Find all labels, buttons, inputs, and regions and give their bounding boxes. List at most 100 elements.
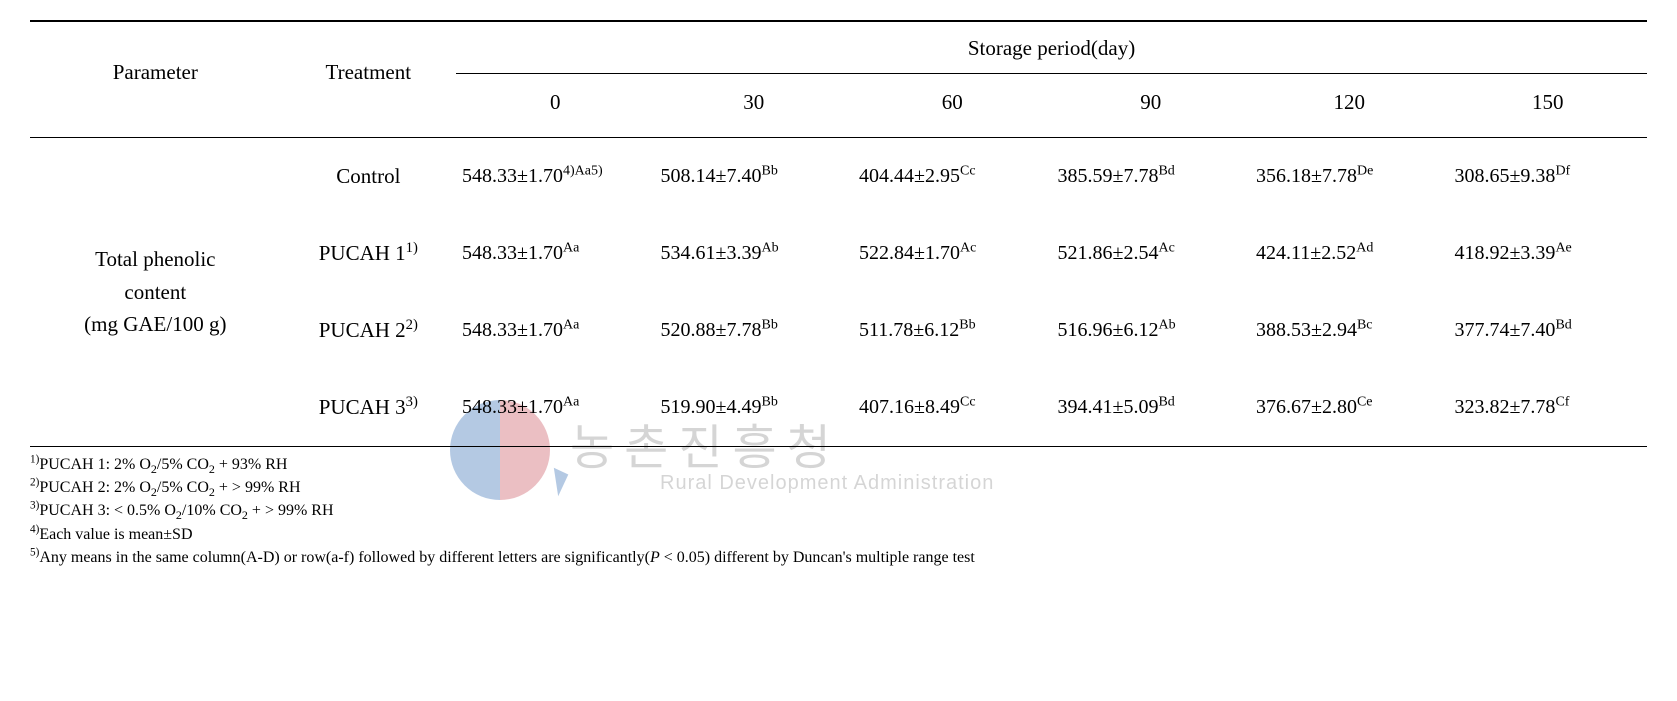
cell-value: 376.67±2.80 (1256, 396, 1357, 418)
footnote-text: Any means in the same column(A-D) or row… (39, 549, 650, 566)
cell-sup: 4)Aa5) (563, 163, 603, 178)
footnote-text: Each value is mean±SD (39, 526, 192, 543)
table-container: 농촌진흥청 Rural Development Administration P… (30, 20, 1647, 569)
value-cell: 424.11±2.52Ad (1250, 215, 1448, 292)
value-cell: 377.74±7.40Bd (1448, 292, 1647, 369)
footnote-text: PUCAH 1: 2% O (39, 456, 151, 473)
footnote-text: + 93% RH (215, 456, 288, 473)
treatment-label: Control (336, 164, 400, 188)
cell-value: 520.88±7.78 (661, 319, 762, 341)
treatment-cell: PUCAH 22) (281, 292, 456, 369)
cell-sup: Ae (1555, 240, 1571, 255)
cell-value: 356.18±7.78 (1256, 165, 1357, 187)
value-cell: 407.16±8.49Cc (853, 369, 1051, 447)
cell-value: 385.59±7.78 (1057, 165, 1158, 187)
cell-value: 377.74±7.40 (1454, 319, 1555, 341)
treatment-sup: 3) (406, 394, 418, 410)
value-cell: 519.90±4.49Bb (655, 369, 853, 447)
cell-sup: Ce (1357, 394, 1373, 409)
footnote-3: 3)PUCAH 3: < 0.5% O2/10% CO2 + > 99% RH (30, 499, 1647, 522)
header-day-150: 150 (1448, 74, 1647, 138)
footnote-text: + > 99% RH (248, 502, 334, 519)
treatment-label: PUCAH 2 (319, 318, 406, 342)
cell-sup: Bb (762, 317, 778, 332)
header-day-90: 90 (1051, 74, 1249, 138)
footnote-italic-p: P (650, 549, 660, 566)
footnote-text: < 0.05) different by Duncan's multiple r… (660, 549, 975, 566)
treatment-cell: PUCAH 11) (281, 215, 456, 292)
cell-sup: Aa (563, 394, 579, 409)
cell-value: 548.33±1.70 (462, 165, 563, 187)
header-parameter: Parameter (30, 21, 281, 138)
data-table: Parameter Treatment Storage period(day) … (30, 20, 1647, 447)
treatment-cell: Control (281, 138, 456, 216)
footnote-text: PUCAH 2: 2% O (39, 479, 151, 496)
value-cell: 388.53±2.94Bc (1250, 292, 1448, 369)
value-cell: 323.82±7.78Cf (1448, 369, 1647, 447)
cell-sup: Bd (1158, 394, 1174, 409)
cell-sup: Ab (762, 240, 779, 255)
footnote-text: PUCAH 3: < 0.5% O (39, 502, 176, 519)
value-cell: 508.14±7.40Bb (655, 138, 853, 216)
cell-value: 424.11±2.52 (1256, 242, 1356, 264)
footnote-text: /5% CO (157, 456, 209, 473)
parameter-line1: Total phenolic (95, 247, 215, 271)
treatment-label: PUCAH 1 (319, 241, 406, 265)
footnote-4: 4)Each value is mean±SD (30, 523, 1647, 546)
cell-value: 418.92±3.39 (1454, 242, 1555, 264)
value-cell: 418.92±3.39Ae (1448, 215, 1647, 292)
cell-sup: Bb (762, 163, 778, 178)
cell-value: 534.61±3.39 (661, 242, 762, 264)
cell-sup: De (1357, 163, 1373, 178)
value-cell: 356.18±7.78De (1250, 138, 1448, 216)
cell-sup: Ac (960, 240, 976, 255)
parameter-cell: Total phenolic content (mg GAE/100 g) (30, 138, 281, 447)
cell-sup: Ab (1158, 317, 1175, 332)
header-treatment: Treatment (281, 21, 456, 138)
header-day-30: 30 (655, 74, 853, 138)
value-cell: 548.33±1.70Aa (456, 369, 654, 447)
treatment-cell: PUCAH 33) (281, 369, 456, 447)
footnote-2: 2)PUCAH 2: 2% O2/5% CO2 + > 99% RH (30, 476, 1647, 499)
cell-sup: Aa (563, 317, 579, 332)
cell-value: 548.33±1.70 (462, 396, 563, 418)
footnote-text: + > 99% RH (215, 479, 301, 496)
cell-sup: Bd (1158, 163, 1174, 178)
cell-sup: Bc (1357, 317, 1373, 332)
cell-value: 516.96±6.12 (1057, 319, 1158, 341)
cell-value: 394.41±5.09 (1057, 396, 1158, 418)
value-cell: 404.44±2.95Cc (853, 138, 1051, 216)
cell-sup: Df (1555, 163, 1570, 178)
cell-value: 548.33±1.70 (462, 242, 563, 264)
cell-sup: Cf (1555, 394, 1569, 409)
cell-value: 548.33±1.70 (462, 319, 563, 341)
cell-value: 508.14±7.40 (661, 165, 762, 187)
cell-sup: Bd (1555, 317, 1571, 332)
footnote-text: /5% CO (157, 479, 209, 496)
footnote-5: 5)Any means in the same column(A-D) or r… (30, 546, 1647, 569)
value-cell: 394.41±5.09Bd (1051, 369, 1249, 447)
value-cell: 385.59±7.78Bd (1051, 138, 1249, 216)
cell-sup: Bb (959, 317, 975, 332)
value-cell: 308.65±9.38Df (1448, 138, 1647, 216)
header-day-0: 0 (456, 74, 654, 138)
cell-sup: Cc (960, 163, 976, 178)
value-cell: 376.67±2.80Ce (1250, 369, 1448, 447)
value-cell: 548.33±1.70Aa (456, 215, 654, 292)
footnotes: 1)PUCAH 1: 2% O2/5% CO2 + 93% RH 2)PUCAH… (30, 453, 1647, 569)
value-cell: 520.88±7.78Bb (655, 292, 853, 369)
cell-value: 521.86±2.54 (1057, 242, 1158, 264)
cell-value: 407.16±8.49 (859, 396, 960, 418)
treatment-label: PUCAH 3 (319, 395, 406, 419)
cell-value: 323.82±7.78 (1454, 396, 1555, 418)
footnote-1: 1)PUCAH 1: 2% O2/5% CO2 + 93% RH (30, 453, 1647, 476)
value-cell: 511.78±6.12Bb (853, 292, 1051, 369)
value-cell: 534.61±3.39Ab (655, 215, 853, 292)
header-day-120: 120 (1250, 74, 1448, 138)
parameter-line2: content (124, 280, 186, 304)
cell-sup: Bb (762, 394, 778, 409)
cell-value: 388.53±2.94 (1256, 319, 1357, 341)
cell-value: 404.44±2.95 (859, 165, 960, 187)
cell-value: 522.84±1.70 (859, 242, 960, 264)
value-cell: 548.33±1.704)Aa5) (456, 138, 654, 216)
